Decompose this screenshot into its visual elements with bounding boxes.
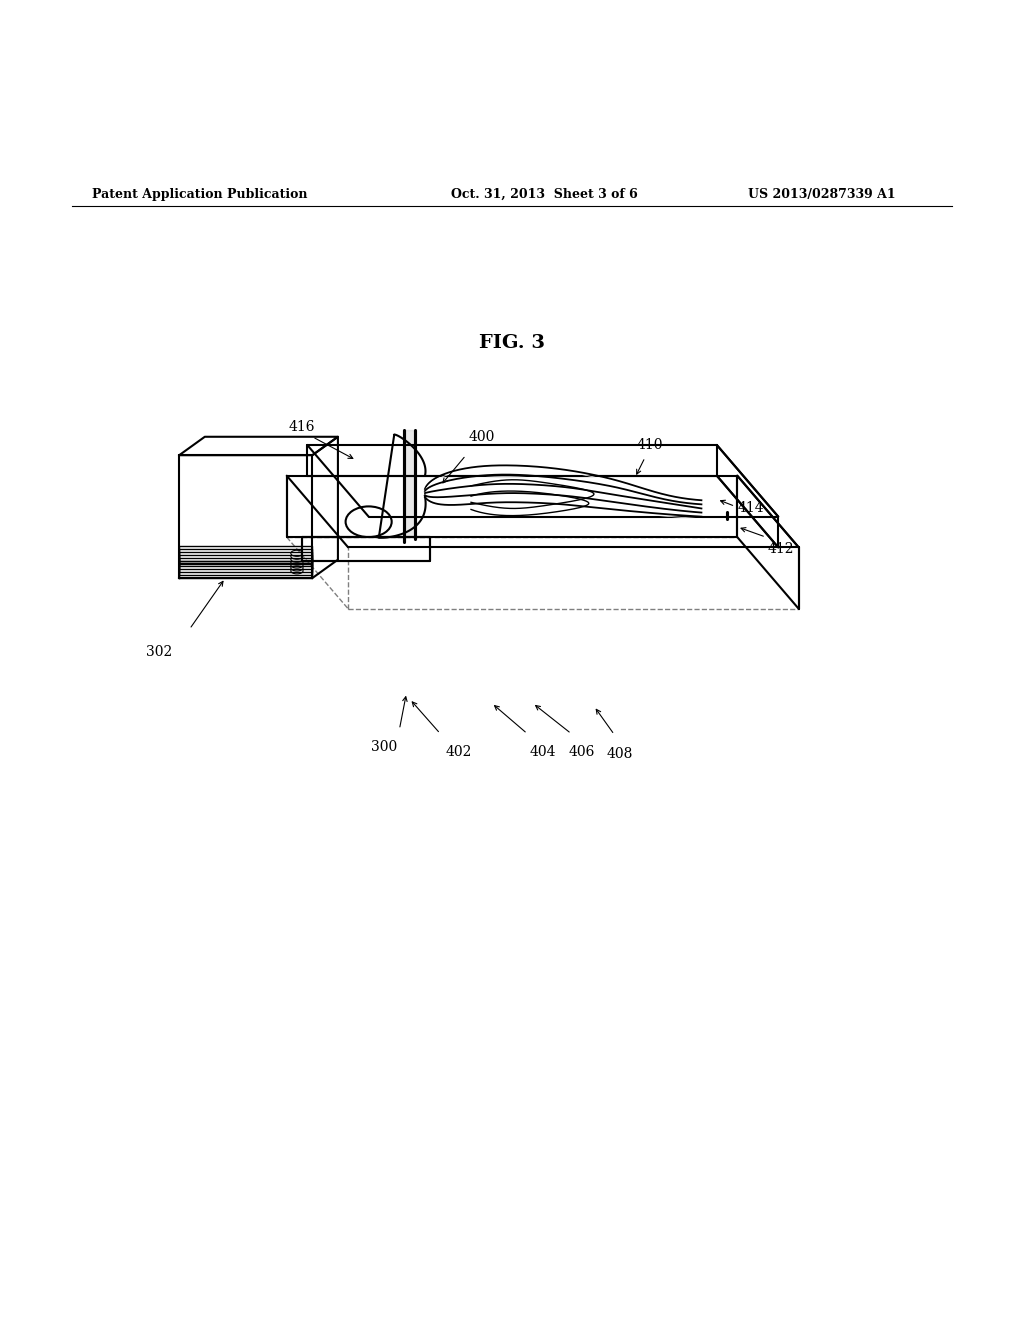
Ellipse shape <box>291 568 303 574</box>
Text: 416: 416 <box>289 420 315 433</box>
Text: 406: 406 <box>568 746 595 759</box>
Text: 302: 302 <box>145 644 172 659</box>
Ellipse shape <box>291 562 303 568</box>
Ellipse shape <box>291 550 303 556</box>
Ellipse shape <box>291 565 303 572</box>
Ellipse shape <box>291 558 303 565</box>
Ellipse shape <box>291 556 303 562</box>
Text: 400: 400 <box>468 430 495 444</box>
Text: Patent Application Publication: Patent Application Publication <box>92 187 307 201</box>
Text: 300: 300 <box>371 741 397 754</box>
Text: US 2013/0287339 A1: US 2013/0287339 A1 <box>748 187 895 201</box>
Text: 404: 404 <box>529 746 556 759</box>
Ellipse shape <box>291 553 303 560</box>
Text: 414: 414 <box>737 502 764 515</box>
Ellipse shape <box>345 507 392 537</box>
Text: Oct. 31, 2013  Sheet 3 of 6: Oct. 31, 2013 Sheet 3 of 6 <box>451 187 637 201</box>
Text: FIG. 3: FIG. 3 <box>479 334 545 351</box>
Text: 408: 408 <box>606 747 633 762</box>
Text: 402: 402 <box>445 746 472 759</box>
Text: 410: 410 <box>637 438 664 451</box>
Polygon shape <box>302 537 430 561</box>
Text: 412: 412 <box>768 543 795 557</box>
